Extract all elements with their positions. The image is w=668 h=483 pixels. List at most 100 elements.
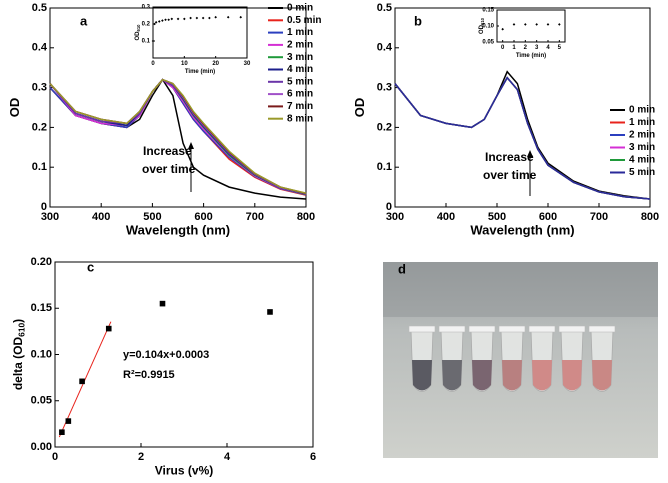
y-axis-label-part: ) [11,319,25,323]
point [157,20,161,23]
tube-cap [438,325,466,333]
y-axis-label-part: OD [352,98,367,118]
legend-label: 3 min [287,52,313,63]
y-tick-label: 0.15 [482,8,494,14]
point [195,16,199,20]
y-axis-label: OD [7,98,22,118]
point [154,21,158,24]
y-tick-label: 0.10 [31,348,52,360]
point [151,39,155,43]
arrow-head [527,150,533,157]
y-tick-label: 0.1 [142,39,151,45]
x-tick-label: 1 [512,45,516,51]
arrow-head [188,142,194,149]
plot-frame [49,7,307,208]
y-tick-label: 0.05 [482,40,494,46]
point [164,18,167,22]
series-line [49,78,307,196]
tube-cap [408,325,436,333]
tube-liquid [532,360,552,391]
x-tick-label: 400 [92,211,110,223]
point [170,17,174,21]
tube-cap [588,325,616,333]
y-axis-label: OD610 [479,17,485,34]
annotation: y=0.104x+0.0003 [123,349,209,361]
tube-liquid [412,360,432,391]
y-tick-label: 0.4 [377,42,393,54]
y-tick-label: 0 [41,201,47,213]
x-tick-label: 0 [52,451,58,463]
y-axis-label-subscript: 610 [480,17,485,25]
y-axis-label: OD [352,98,367,118]
y-axis-label-part: delta (OD [11,336,25,390]
y-tick-label: 0.05 [31,395,52,407]
x-tick-label: 500 [143,211,161,223]
legend-label: 4 min [287,64,313,75]
y-tick-label: 0.1 [32,161,47,173]
tube-liquid [562,360,582,391]
point [201,16,205,20]
y-tick-label: 0.15 [31,302,52,314]
legend-label: 1 min [629,117,655,128]
y-tick-label: 0 [386,201,392,213]
legend-label: 2 min [629,130,655,141]
legend-label: 7 min [287,101,313,112]
point [267,309,273,315]
x-tick-label: 2 [524,45,528,51]
y-tick-label: 0.10 [482,24,494,30]
x-tick-label: 3 [535,45,539,51]
y-tick-label: 0.20 [31,256,52,268]
point [153,22,156,26]
y-tick-label: 0.3 [377,82,392,94]
point [59,429,65,435]
x-axis-label: Virus (v%) [155,463,213,477]
legend-label: 0.5 min [287,15,321,26]
y-tick-label: 0.5 [32,2,47,14]
tube-cap [498,325,526,333]
y-axis-label-part: OD [135,31,141,41]
y-tick-label: 0.4 [32,42,48,54]
legend-label: 2 min [287,40,313,51]
x-tick-label: 800 [297,211,315,223]
point [546,23,550,26]
plot-frame [152,6,248,59]
y-axis-label-part: OD [479,24,485,34]
y-tick-label: 0.5 [377,2,392,14]
tube-cap [558,325,586,333]
plot-frame [496,9,566,43]
x-tick-label: 300 [386,211,404,223]
legend-label: 0 min [629,105,655,116]
x-axis-label: Time (min) [516,53,546,59]
annotation: Increase [143,144,192,158]
point [501,27,504,31]
plot-frame [394,7,651,208]
annotation: over time [142,162,196,176]
y-axis-label-part: OD [7,98,22,118]
series-line [394,76,651,200]
x-tick-label: 0 [151,61,155,67]
point [208,16,211,20]
tubes [408,325,616,392]
x-tick-label: 300 [41,211,59,223]
x-tick-label: 500 [488,211,506,223]
point [161,19,164,22]
point [214,15,217,19]
x-tick-label: 800 [641,211,659,223]
tube-liquid [592,360,612,391]
y-axis-label-subscript: 610 [136,24,141,32]
point [239,15,243,19]
legend-label: 5 min [629,167,655,178]
point [65,418,72,424]
tube-cap [528,325,556,333]
point [558,23,561,26]
x-axis-label: Time (min) [185,69,215,75]
point [189,16,192,20]
point [524,23,527,26]
point [512,23,516,26]
legend-label: 8 min [287,113,313,124]
x-tick-label: 6 [310,451,316,463]
x-tick-label: 4 [224,451,231,463]
annotation: over time [483,168,537,182]
panel-label: b [414,13,422,28]
